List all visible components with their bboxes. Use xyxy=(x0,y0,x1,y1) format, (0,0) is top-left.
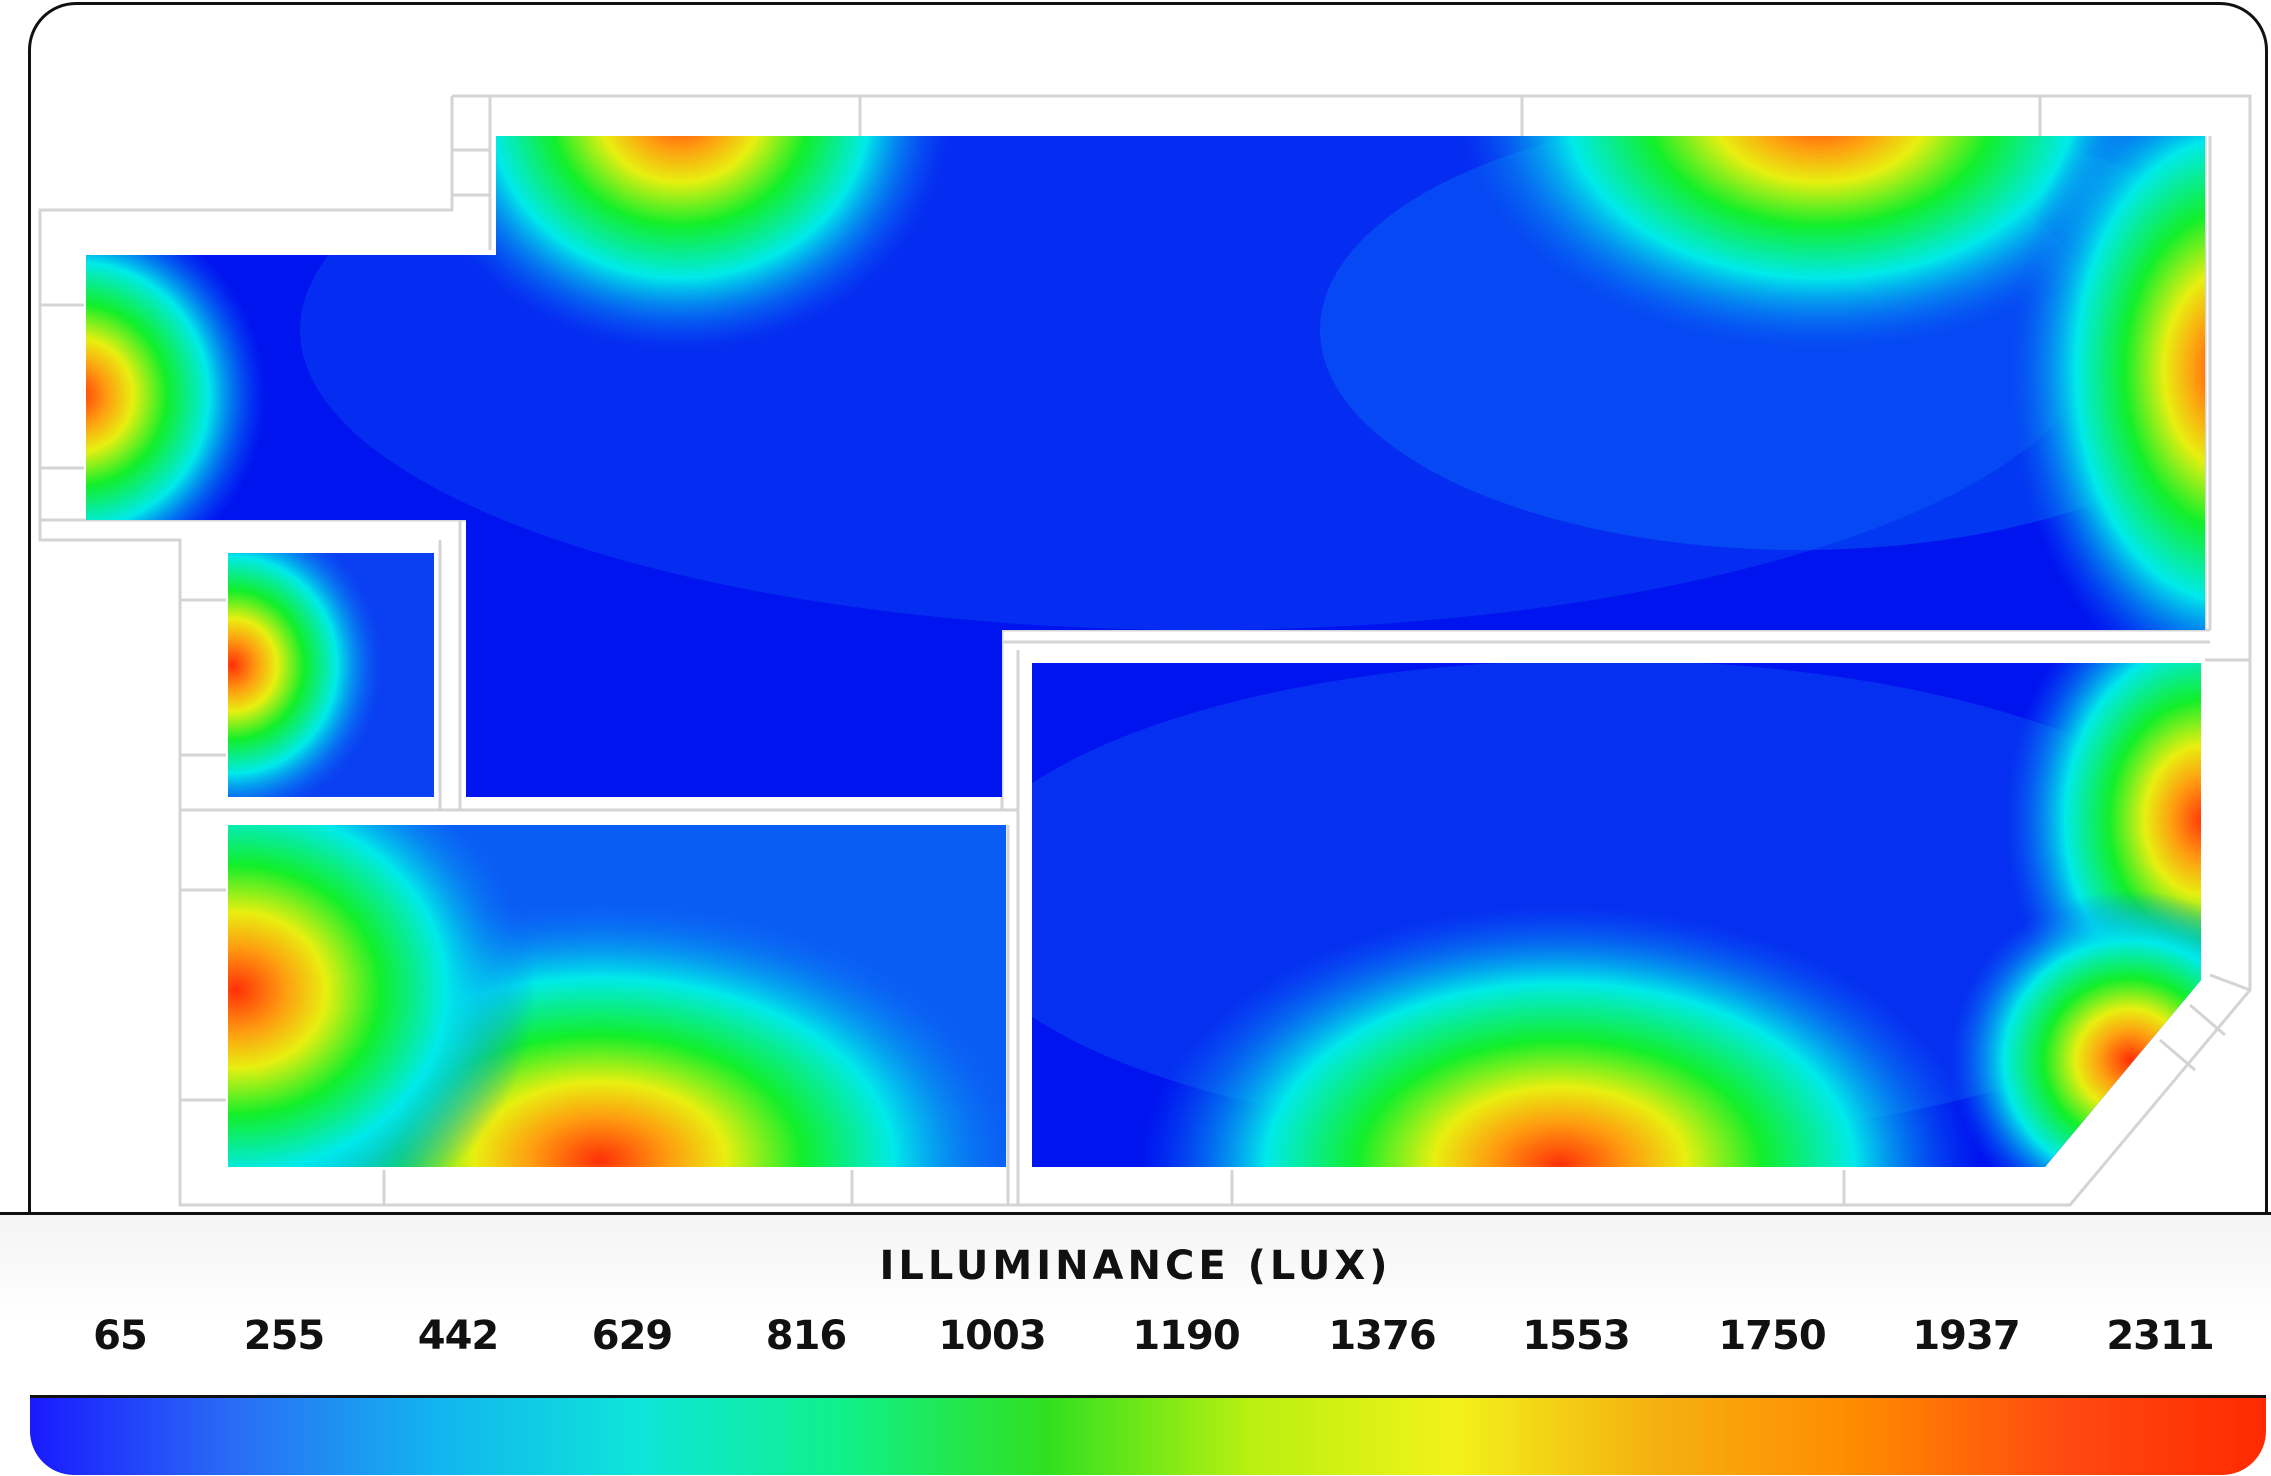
legend-tick-label: 255 xyxy=(243,1313,325,1359)
legend-tick-label: 1003 xyxy=(938,1313,1046,1359)
room-lower-right xyxy=(1032,663,2201,1167)
legend-tick-label: 1750 xyxy=(1718,1313,1826,1359)
legend-ticks: 65 255 442 629 816 1003 1190 1376 1553 1… xyxy=(0,1313,2271,1363)
floor-plan xyxy=(38,94,2252,1207)
legend-tick-label: 65 xyxy=(93,1313,148,1359)
legend-tick-label: 2311 xyxy=(2106,1313,2214,1359)
legend-title: ILLUMINANCE (LUX) xyxy=(879,1243,1392,1289)
legend-tick-label: 1553 xyxy=(1522,1313,1630,1359)
room-small xyxy=(228,553,434,797)
legend-tick-label: 1190 xyxy=(1132,1313,1240,1359)
color-legend: ILLUMINANCE (LUX) 65 255 442 629 816 100… xyxy=(0,1212,2271,1476)
legend-tick-label: 1937 xyxy=(1912,1313,2020,1359)
room-lower-left xyxy=(228,825,1006,1167)
legend-tick-label: 1376 xyxy=(1328,1313,1436,1359)
legend-tick-label: 629 xyxy=(591,1313,673,1359)
legend-tick-label: 816 xyxy=(765,1313,847,1359)
legend-color-bar xyxy=(30,1395,2266,1475)
legend-tick-label: 442 xyxy=(417,1313,499,1359)
